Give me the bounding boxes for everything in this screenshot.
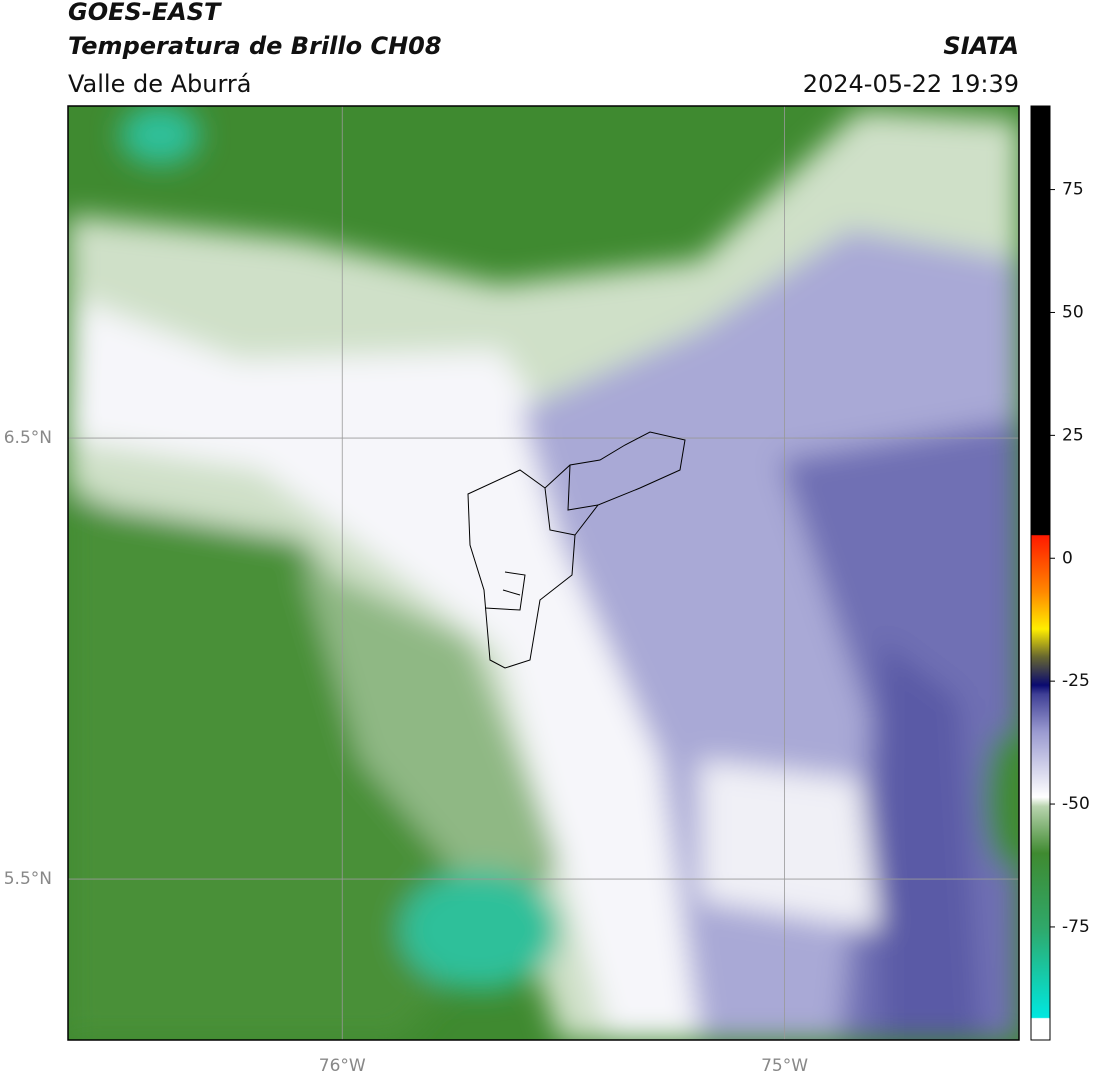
municipality-borders [467, 431, 686, 669]
colorbar-tick-label: 50 [1062, 302, 1084, 322]
colorbar-tick-label: 25 [1062, 425, 1084, 445]
region: Valle de Aburrá [68, 70, 252, 98]
y-tick-label: 5.5°N [4, 869, 52, 889]
colorbar-tick-label: 75 [1062, 180, 1084, 200]
y-tick-label: 6.5°N [4, 428, 52, 448]
title: GOES-EAST [68, 0, 222, 26]
colorbar-tick-label: -25 [1062, 671, 1090, 691]
map-frame [67, 105, 1020, 1041]
colorbar-tick-label: 0 [1062, 548, 1073, 568]
colorbar-tick-label: -50 [1062, 794, 1090, 814]
subtitle: Temperatura de Brillo CH08 [68, 32, 442, 60]
colorbar [1030, 105, 1051, 1041]
colorbar-tick-label: -75 [1062, 917, 1090, 937]
satellite-field [68, 106, 1019, 1040]
source: SIATA [943, 32, 1019, 60]
x-tick-label: 76°W [319, 1056, 366, 1076]
datetime: 2024-05-22 19:39 [803, 70, 1019, 98]
x-tick-label: 75°W [761, 1056, 808, 1076]
